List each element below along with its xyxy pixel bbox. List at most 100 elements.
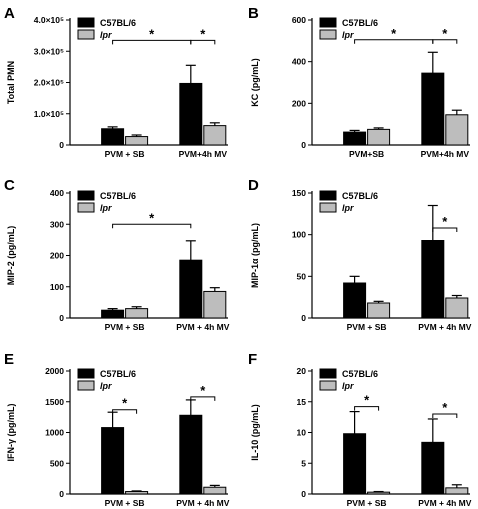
y-tick-label: 3.0×10⁵	[34, 46, 64, 56]
legend-swatch	[77, 190, 95, 201]
bar	[179, 82, 203, 146]
legend-label: C57BL/6	[342, 369, 378, 379]
bar	[179, 259, 203, 319]
chart-panel-C: C 0 100 200 300 400 MIP-2 (pg/mL) PVM + SB PVM +…	[4, 177, 230, 332]
significance-label: *	[149, 26, 155, 41]
y-tick-label: 5	[301, 458, 306, 468]
y-tick-label: 0	[59, 140, 64, 150]
legend-label: lpr	[342, 381, 354, 391]
x-tick-label: PVM + 4h MV	[418, 498, 471, 508]
bar	[203, 486, 227, 495]
bar	[367, 302, 391, 319]
y-tick-label: 50	[297, 271, 307, 281]
significance-label: *	[442, 214, 448, 229]
bar	[367, 491, 391, 495]
x-tick-label: PVM + 4h MV	[176, 322, 229, 332]
chart-panel-D: D 0 50 100 150 MIP-1α (pg/mL) PVM + SB PVM + 4h…	[248, 177, 472, 332]
significance-label: *	[442, 400, 448, 415]
bar	[445, 487, 469, 495]
x-tick-label: PVM + SB	[105, 498, 145, 508]
y-axis-label: Total PMN	[6, 61, 16, 104]
y-tick-label: 20	[297, 366, 307, 376]
bar	[445, 114, 469, 146]
y-tick-label: 2000	[45, 366, 64, 376]
y-tick-label: 500	[50, 458, 64, 468]
y-tick-label: 300	[50, 219, 64, 229]
significance-label: *	[391, 26, 397, 41]
significance-label: *	[149, 210, 155, 225]
x-tick-label: PVM + SB	[105, 322, 145, 332]
y-axis-label: IFN-γ (pg/mL)	[6, 404, 16, 462]
legend-label: lpr	[342, 30, 354, 40]
panel-letter: F	[248, 351, 257, 368]
y-tick-label: 200	[292, 98, 306, 108]
bar	[343, 433, 367, 495]
bar	[343, 131, 367, 146]
significance-label: *	[442, 26, 448, 41]
legend-label: C57BL/6	[342, 18, 378, 28]
legend-swatch	[319, 17, 337, 28]
y-tick-label: 4.0×10⁵	[34, 15, 64, 25]
significance-bracket	[112, 223, 192, 229]
bar	[125, 491, 149, 495]
x-tick-label: PVM+4h MV	[421, 149, 470, 159]
significance-label: *	[122, 396, 128, 411]
bar	[367, 128, 391, 146]
x-tick-label: PVM+4h MV	[179, 149, 228, 159]
panel-letter: A	[4, 5, 15, 22]
significance-bracket	[354, 406, 380, 411]
bar	[445, 297, 469, 319]
y-tick-label: 0	[59, 489, 64, 499]
x-tick-label: PVM + SB	[105, 149, 145, 159]
chart-panel-B: B 0 200 400 600 KC (pg/mL) PVM+SB PVM+4h MV C57B…	[248, 5, 470, 159]
y-axis-label: MIP-1α (pg/mL)	[250, 223, 260, 288]
y-axis-label: IL-10 (pg/mL)	[250, 404, 260, 461]
y-tick-label: 600	[292, 15, 306, 25]
significance-label: *	[200, 383, 206, 398]
legend-label: lpr	[100, 30, 112, 40]
panel-letter: C	[4, 177, 15, 194]
legend-swatch	[319, 190, 337, 201]
legend-label: C57BL/6	[342, 191, 378, 201]
y-tick-label: 1500	[45, 397, 64, 407]
legend-swatch	[77, 17, 95, 28]
legend-swatch	[77, 202, 95, 213]
y-tick-label: 1.0×10⁵	[34, 109, 64, 119]
y-tick-label: 10	[297, 428, 307, 438]
bar	[179, 414, 203, 495]
bar	[101, 128, 125, 146]
significance-label: *	[364, 393, 370, 408]
bar	[343, 282, 367, 319]
y-tick-label: 0	[301, 140, 306, 150]
panel-letter: D	[248, 177, 259, 194]
chart-panel-A: A 0 1.0×10⁵ 2.0×10⁵ 3.0×10⁵ 4.0×10⁵ Total PMN P…	[4, 5, 228, 159]
legend-label: C57BL/6	[100, 191, 136, 201]
legend-label: lpr	[100, 381, 112, 391]
y-tick-label: 100	[292, 230, 306, 240]
legend-swatch	[319, 29, 337, 40]
significance-bracket	[432, 39, 458, 44]
y-tick-label: 100	[50, 282, 64, 292]
legend-swatch	[77, 29, 95, 40]
y-tick-label: 200	[50, 251, 64, 261]
significance-bracket	[432, 227, 458, 232]
bar	[101, 309, 125, 319]
legend-label: lpr	[342, 203, 354, 213]
y-tick-label: 0	[301, 489, 306, 499]
significance-bracket	[112, 409, 138, 414]
legend-swatch	[319, 202, 337, 213]
bar	[203, 125, 227, 146]
y-axis-label: MIP-2 (pg/mL)	[6, 226, 16, 286]
significance-bracket	[432, 413, 458, 419]
significance-bracket	[190, 39, 216, 45]
significance-bracket	[190, 396, 216, 401]
panel-letter: E	[4, 351, 14, 368]
legend-label: C57BL/6	[100, 369, 136, 379]
bar	[101, 427, 125, 495]
x-tick-label: PVM + 4h MV	[418, 322, 471, 332]
y-axis-label: KC (pg/mL)	[250, 58, 260, 107]
y-tick-label: 400	[50, 188, 64, 198]
bar	[421, 441, 445, 495]
legend-swatch	[77, 380, 95, 391]
